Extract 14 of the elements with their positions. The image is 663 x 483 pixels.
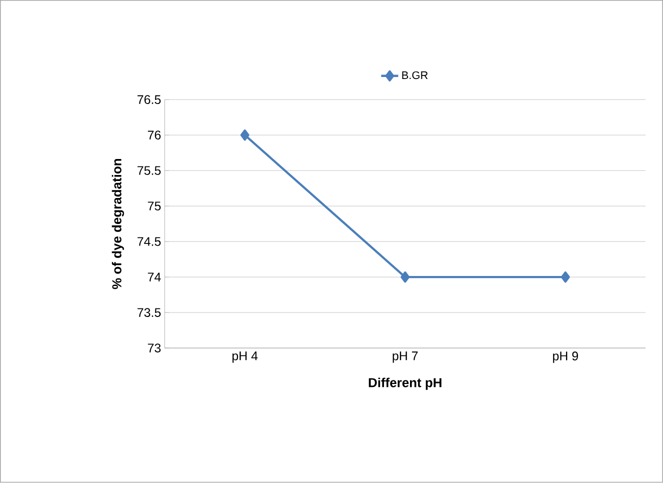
x-tick-label: pH 9 — [553, 352, 578, 364]
x-tick-label: pH 4 — [232, 352, 258, 363]
y-tick-label: 74.5 — [138, 237, 161, 246]
y-tick-label: 73.5 — [138, 308, 161, 318]
y-tick-label: 76.5 — [138, 95, 161, 104]
x-axis-title: Different pH — [368, 378, 442, 390]
x-tick-label: pH 7 — [392, 352, 418, 363]
y-tick-label: 75.5 — [138, 166, 161, 176]
y-tick-label: 74 — [148, 272, 161, 282]
y-tick-label: 73 — [148, 344, 161, 353]
y-axis-title: % of dye degradation — [112, 159, 124, 290]
y-tick-label: 76 — [148, 130, 161, 140]
legend-label: B.GR — [402, 71, 428, 80]
y-tick-label: 75 — [148, 202, 161, 211]
